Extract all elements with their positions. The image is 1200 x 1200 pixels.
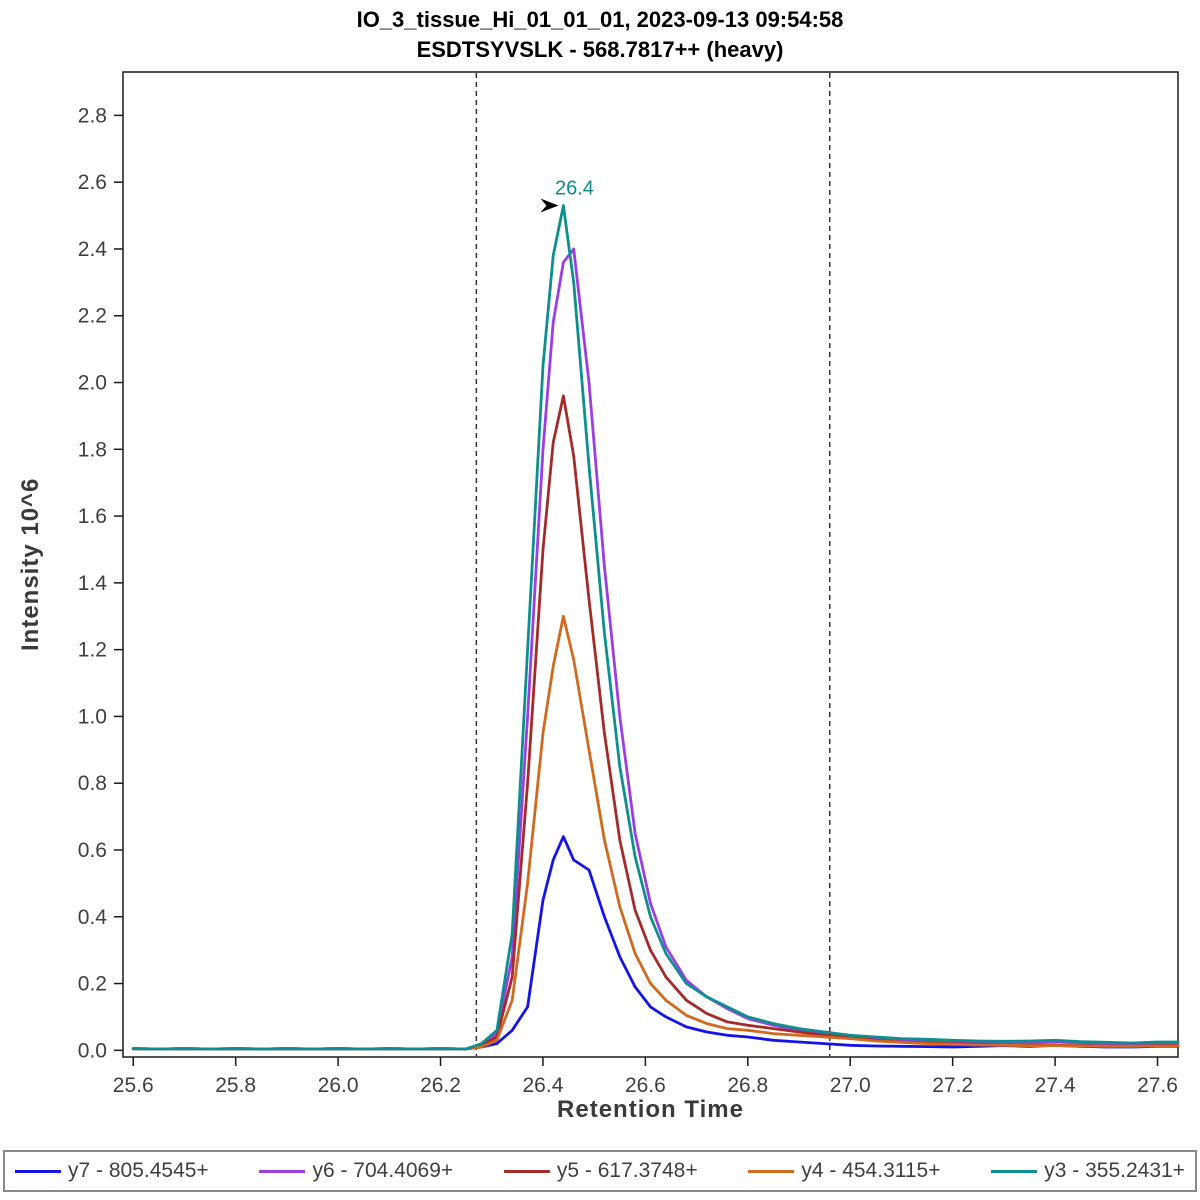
x-axis-label: Retention Time (557, 1096, 744, 1123)
trace-y4[interactable] (131, 614, 1180, 1051)
y-tick-label: 0.6 (78, 839, 107, 862)
y-tick-label: 2.2 (78, 305, 107, 328)
y-tick-label: 0.8 (78, 772, 107, 795)
legend-item-y5: y5 - 617.3748+ (503, 1159, 698, 1183)
legend-item-y3: y3 - 355.2431+ (991, 1159, 1185, 1183)
peak-rt-annotation[interactable]: 26.4 (555, 178, 594, 200)
legend: y7 - 805.4545+ y6 - 704.4069+ y5 - 617.3… (3, 1150, 1197, 1192)
y-tick-label: 2.4 (78, 238, 108, 261)
legend-item-y6: y6 - 704.4069+ (259, 1159, 453, 1183)
chart-subtitle: ESDTSYVSLK - 568.7817++ (heavy) (416, 36, 784, 62)
y-tick-label: 2.0 (78, 372, 107, 395)
plot-border (122, 71, 1179, 1058)
y-tick-label: 1.4 (78, 572, 108, 595)
x-tick-label: 26.6 (625, 1074, 666, 1097)
y-tick-label: 1.6 (78, 505, 107, 528)
peak-arrow-icon (540, 198, 559, 213)
legend-label-y3: y3 - 355.2431+ (1044, 1159, 1185, 1182)
x-tick-label: 25.6 (113, 1074, 154, 1097)
y-tick-label: 0.0 (78, 1039, 107, 1062)
legend-swatch-y7 (15, 1169, 61, 1173)
legend-label-y6: y6 - 704.4069+ (312, 1159, 454, 1182)
plot-svg[interactable]: 25.6 25.8 26.0 26.2 26.4 26.6 26.8 27.0 27.2 27.4… (0, 0, 1200, 1145)
legend-label-y5: y5 - 617.3748+ (556, 1159, 698, 1182)
y-tick-label: 1.2 (78, 639, 107, 662)
x-tick-label: 27.6 (1137, 1074, 1178, 1097)
trace-y5[interactable] (131, 394, 1180, 1051)
y-tick-label: 1.0 (78, 705, 107, 728)
y-tick-label: 0.4 (78, 906, 108, 929)
legend-label-y4: y4 - 454.3115+ (801, 1159, 941, 1182)
y-tick-label: 0.2 (78, 973, 107, 996)
legend-swatch-y4 (748, 1169, 795, 1173)
trace-y3[interactable] (131, 204, 1180, 1051)
x-tick-label: 25.8 (215, 1074, 256, 1097)
x-tick-label: 27.2 (932, 1074, 973, 1097)
legend-swatch-y6 (259, 1169, 306, 1173)
legend-swatch-y5 (503, 1169, 550, 1173)
y-axis-label: Intensity 10^6 (17, 477, 44, 652)
legend-label-y7: y7 - 805.4545+ (68, 1159, 209, 1182)
legend-swatch-y3 (991, 1169, 1038, 1173)
x-tick-label: 26.0 (318, 1074, 359, 1097)
x-tick-label: 26.8 (727, 1074, 768, 1097)
legend-item-y4: y4 - 454.3115+ (748, 1159, 941, 1183)
chart-title: IO_3_tissue_Hi_01_01_01, 2023-09-13 09:5… (356, 7, 844, 32)
y-tick-label: 2.8 (78, 104, 107, 127)
x-tick-label: 26.4 (523, 1074, 564, 1097)
trace-y7[interactable] (131, 835, 1180, 1051)
x-tick-label: 26.2 (420, 1074, 461, 1097)
legend-item-y7: y7 - 805.4545+ (15, 1159, 209, 1183)
x-tick-label: 27.4 (1035, 1074, 1076, 1097)
x-tick-label: 27.0 (830, 1074, 871, 1097)
y-tick-label: 1.8 (78, 438, 107, 461)
y-tick-label: 2.6 (78, 171, 107, 194)
chart-title-block: IO_3_tissue_Hi_01_01_01, 2023-09-13 09:5… (0, 5, 1200, 64)
